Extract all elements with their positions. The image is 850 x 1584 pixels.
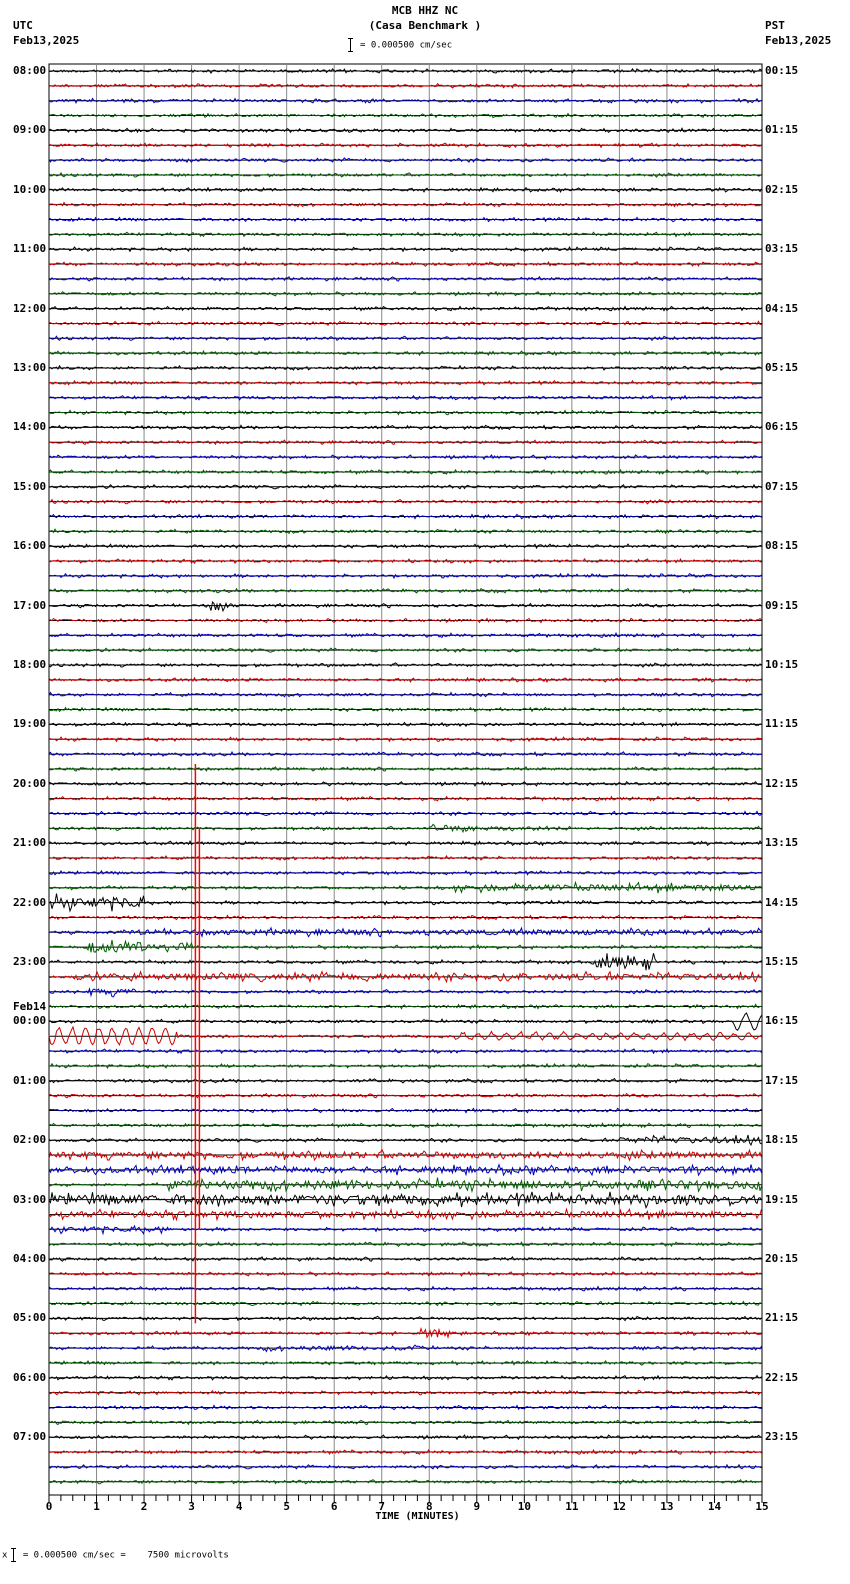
x-tick-label: 9 [473,1500,481,1513]
utc-hour-label: 13:00 [13,361,47,374]
pst-hour-label: 00:15 [765,64,799,77]
x-tick-label: 12 [612,1500,627,1513]
utc-hour-label: 02:00 [13,1133,47,1147]
pst-hour-label: 05:15 [765,361,799,374]
pst-hour-label: 03:15 [765,242,799,256]
pst-hour-label: 07:15 [765,479,799,493]
utc-hour-label: 20:00 [13,776,47,790]
pst-hour-label: 14:15 [765,895,799,909]
x-tick-label: 3 [188,1500,195,1513]
pst-hour-label: 19:15 [765,1192,799,1206]
x-tick-label: 0 [45,1500,53,1513]
x-tick-label: 7 [378,1500,386,1513]
utc-hour-label: 11:00 [13,242,47,256]
utc-hour-label: 04:00 [13,1252,47,1265]
pst-hour-label: 20:15 [765,1252,799,1265]
pst-hour-label: 01:15 [765,123,799,137]
utc-hour-label: 07:00 [13,1430,47,1444]
pst-hour-label: 15:15 [765,955,799,968]
pst-hour-label: 21:15 [765,1311,799,1325]
utc-hour-label: 21:00 [13,836,47,850]
utc-hour-label: 01:00 [13,1073,47,1087]
pst-hour-label: 12:15 [765,776,799,790]
x-tick-label: 4 [235,1500,243,1513]
utc-hour-label: 09:00 [13,123,47,137]
utc-hour-label: 23:00 [13,955,47,968]
utc-hour-label: 22:00 [13,895,47,909]
utc-hour-label: 16:00 [13,539,47,553]
station-title: MCB HHZ NC [391,4,459,17]
date-change-label: Feb14 [13,1000,47,1014]
utc-hour-label: 10:00 [13,182,47,196]
utc-hour-label: 00:00 [13,1014,47,1028]
pst-hour-label: 11:15 [765,717,799,731]
right-timezone: PST [765,19,785,32]
pst-hour-label: 04:15 [765,301,799,315]
pst-hour-label: 02:15 [765,182,799,196]
site-title: (Casa Benchmark ) [368,19,482,32]
footer-prefix: x [2,1550,8,1561]
pst-hour-label: 08:15 [765,539,799,553]
scale-legend-text: = 0.000500 cm/sec [360,40,453,51]
utc-hour-label: 08:00 [13,64,47,77]
utc-hour-label: 17:00 [13,598,47,612]
pst-hour-label: 13:15 [765,836,799,850]
utc-hour-label: 06:00 [13,1370,47,1384]
pst-hour-label: 09:15 [765,598,799,612]
x-tick-label: 6 [330,1500,338,1513]
utc-hour-label: 18:00 [13,658,47,671]
x-tick-label: 14 [707,1500,722,1513]
x-tick-label: 10 [517,1500,531,1513]
utc-hour-label: 19:00 [13,717,47,731]
pst-hour-label: 10:15 [765,658,799,671]
x-tick-label: 11 [565,1500,579,1513]
x-tick-label: 15 [755,1500,769,1513]
x-tick-label: 13 [660,1500,674,1513]
scale-legend: = 0.000500 cm/sec [348,38,453,52]
utc-hour-label: 05:00 [13,1311,47,1325]
scale-bar-icon [348,38,356,52]
pst-hour-label: 17:15 [765,1073,799,1087]
utc-hour-label: 14:00 [13,420,47,434]
pst-hour-label: 06:15 [765,420,799,434]
x-axis-label: TIME (MINUTES) [375,1511,460,1522]
left-timezone: UTC [13,19,33,32]
utc-hour-label: 03:00 [13,1192,47,1206]
pst-hour-label: 18:15 [765,1133,799,1147]
footer-scale-text: = 0.000500 cm/sec = 7500 microvolts [22,1550,229,1561]
utc-hour-label: 12:00 [13,301,47,315]
footer-scale-legend: x = 0.000500 cm/sec = 7500 microvolts [2,1548,229,1562]
pst-hour-label: 16:15 [765,1014,799,1028]
x-tick-label: 2 [140,1500,148,1513]
x-tick-label: 8 [425,1500,433,1513]
pst-hour-label: 23:15 [765,1430,799,1444]
scale-bar-icon [10,1548,19,1562]
right-date: Feb13,2025 [765,34,832,47]
utc-hour-label: 15:00 [13,479,47,493]
x-tick-label: 1 [93,1500,100,1513]
left-date: Feb13,2025 [13,34,80,47]
pst-hour-label: 22:15 [765,1370,799,1384]
x-tick-label: 5 [283,1500,290,1513]
